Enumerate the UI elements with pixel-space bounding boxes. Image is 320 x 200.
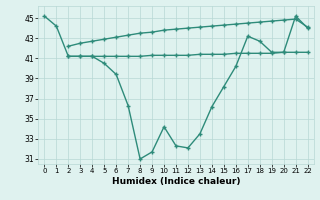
X-axis label: Humidex (Indice chaleur): Humidex (Indice chaleur) xyxy=(112,177,240,186)
